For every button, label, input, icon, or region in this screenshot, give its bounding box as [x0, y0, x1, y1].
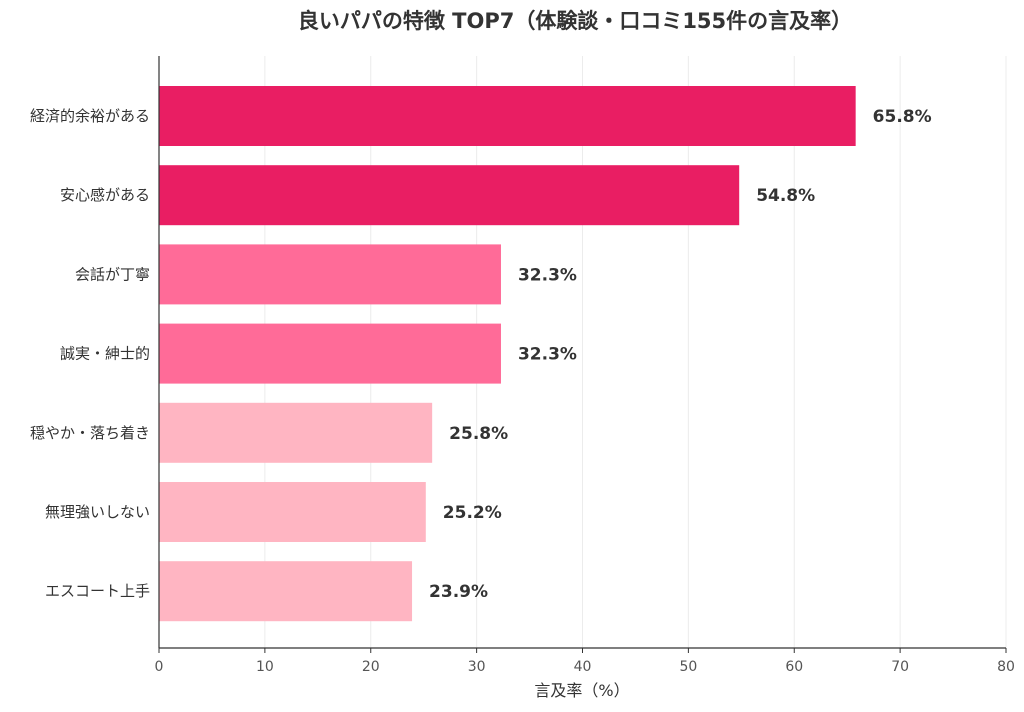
- value-label: 25.8%: [449, 424, 508, 444]
- value-label: 25.2%: [443, 503, 502, 523]
- category-label: 穏やか・落ち着き: [30, 424, 150, 442]
- x-axis-title: 言及率（%）: [534, 681, 629, 700]
- bar: [159, 165, 740, 226]
- bar: [159, 86, 856, 146]
- x-ticks: 0 10 20 30 40 50 60 70 80: [155, 648, 1015, 675]
- value-labels: 65.8% 54.8% 32.3% 32.3% 25.8% 25.2% 23.9%: [429, 107, 932, 602]
- category-label: 誠実・紳士的: [60, 345, 150, 363]
- category-label: エスコート上手: [45, 582, 150, 600]
- value-label: 23.9%: [429, 582, 488, 602]
- x-tick-label: 40: [574, 659, 592, 675]
- x-tick-label: 30: [468, 659, 486, 675]
- x-tick-label: 80: [997, 659, 1015, 675]
- category-label: 経済的余裕がある: [30, 107, 150, 125]
- bar: [159, 244, 501, 305]
- value-label: 54.8%: [756, 186, 815, 206]
- x-tick-label: 10: [256, 659, 274, 675]
- x-tick-label: 50: [679, 659, 697, 675]
- bar: [159, 402, 433, 463]
- x-tick-label: 0: [155, 659, 164, 675]
- category-label: 安心感がある: [60, 186, 150, 204]
- value-label: 65.8%: [873, 107, 932, 127]
- category-label: 会話が丁寧: [75, 265, 150, 283]
- value-label: 32.3%: [518, 345, 577, 365]
- x-tick-label: 70: [891, 659, 909, 675]
- category-label: 無理強いしない: [45, 503, 150, 521]
- bars: [159, 86, 856, 622]
- bar: [159, 561, 413, 622]
- bar: [159, 323, 501, 384]
- x-tick-label: 20: [362, 659, 380, 675]
- bar: [159, 482, 426, 542]
- category-labels: 経済的余裕がある安心感がある会話が丁寧誠実・紳士的穏やか・落ち着き無理強いしない…: [30, 107, 150, 600]
- chart-title: 良いパパの特徴 TOP7（体験談・口コミ155件の言及率）: [298, 9, 852, 33]
- value-label: 32.3%: [518, 265, 577, 285]
- x-tick-label: 60: [785, 659, 803, 675]
